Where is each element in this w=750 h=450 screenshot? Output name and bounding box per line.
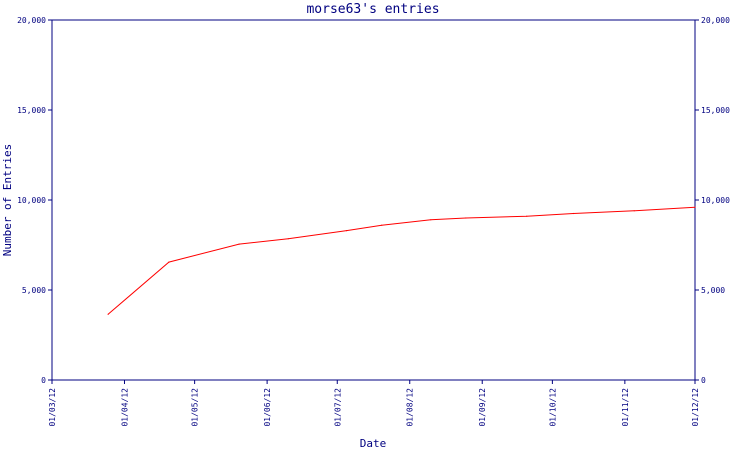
entries-series-line	[107, 206, 696, 315]
x-tick-label: 01/03/12	[48, 388, 57, 427]
x-tick-label: 01/12/12	[691, 388, 700, 427]
x-tick-label: 01/11/12	[621, 388, 630, 427]
entries-data-point	[287, 238, 289, 240]
entries-data-point	[633, 210, 635, 212]
entries-data-point	[346, 230, 348, 232]
y-tick-label-left: 5,000	[22, 286, 46, 295]
plot-area-frame	[51, 19, 696, 381]
x-tick-label: 01/09/12	[478, 388, 487, 427]
x-tick-label: 01/10/12	[548, 388, 557, 427]
entries-data-point	[430, 219, 432, 221]
y-tick-label-left: 0	[41, 376, 46, 385]
entries-data-point	[465, 217, 467, 219]
x-axis: 01/03/12 01/04/12 01/05/12 01/06/12 01/07/12…	[48, 380, 700, 427]
y-tick-label-left: 10,000	[17, 196, 46, 205]
x-tick-label: 01/04/12	[120, 388, 129, 427]
x-tick-label: 01/05/12	[191, 388, 200, 427]
left-y-axis: 0 5,000 10,000 15,000 20,000	[17, 16, 52, 385]
x-tick-label: 01/07/12	[333, 388, 342, 427]
entries-data-point	[168, 261, 170, 263]
right-y-axis: 0 5,000 10,000 15,000 20,000	[695, 16, 730, 385]
x-axis-label: Date	[360, 437, 387, 450]
x-tick-label: 01/08/12	[406, 388, 415, 427]
y-axis-label: Number of Entries	[1, 144, 14, 257]
entries-data-point	[572, 212, 575, 215]
y-tick-label-left: 20,000	[17, 16, 46, 25]
y-tick-label-right: 15,000	[701, 106, 730, 115]
series-layer	[107, 206, 696, 315]
y-tick-label-left: 15,000	[17, 106, 46, 115]
entries-data-point	[238, 243, 240, 245]
entries-data-point	[107, 313, 109, 315]
y-tick-label-right: 5,000	[701, 286, 725, 295]
x-tick-label: 01/06/12	[263, 388, 272, 427]
entries-data-point	[526, 215, 528, 217]
y-tick-label-right: 20,000	[701, 16, 730, 25]
entries-data-point	[694, 206, 696, 208]
entries-data-point	[381, 224, 383, 226]
chart-title: morse63's entries	[306, 2, 439, 17]
y-tick-label-right: 0	[701, 376, 706, 385]
y-tick-label-right: 10,000	[701, 196, 730, 205]
